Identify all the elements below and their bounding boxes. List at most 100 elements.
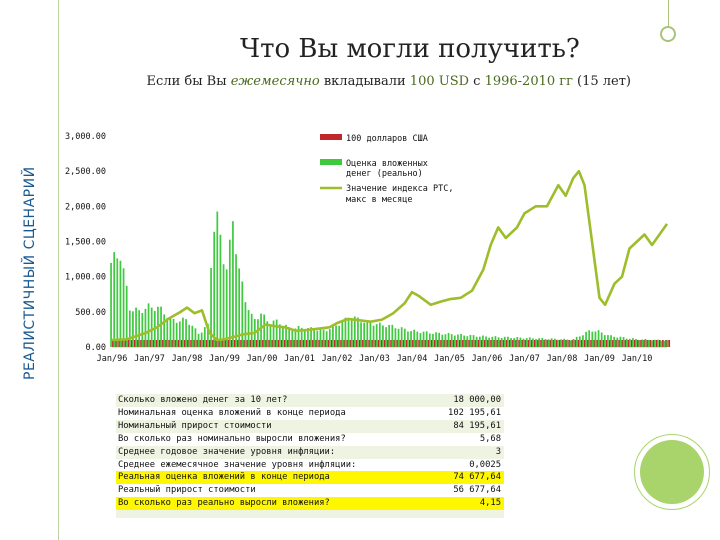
green-bar <box>260 313 262 347</box>
red-bar <box>196 339 199 347</box>
red-bar <box>183 339 186 347</box>
red-bar <box>393 339 396 347</box>
green-bar <box>607 335 609 347</box>
stats-row: Среднее годовое значение уровня инфляции… <box>116 445 504 459</box>
green-bar <box>110 262 112 347</box>
green-bar <box>163 314 166 347</box>
red-bar <box>427 339 430 347</box>
green-bar <box>388 324 391 347</box>
red-bar <box>555 339 558 347</box>
x-tick-label: Jan/99 <box>209 354 240 364</box>
x-tick-label: Jan/04 <box>397 354 428 364</box>
green-bar <box>378 322 381 347</box>
green-bar <box>210 268 212 347</box>
red-bar <box>618 339 621 347</box>
green-bar <box>235 254 237 347</box>
y-tick-label: 2,000.00 <box>65 202 106 212</box>
red-bar <box>399 339 402 347</box>
x-tick-label: Jan/05 <box>434 354 465 364</box>
red-bar <box>321 339 324 347</box>
red-bar <box>374 339 377 347</box>
green-bar <box>144 308 147 347</box>
red-bar <box>193 339 196 347</box>
red-bar <box>349 339 352 347</box>
red-bar <box>155 339 158 347</box>
stats-row: Реальный прирост стоимости 56 677,64 <box>116 484 504 498</box>
green-bar <box>503 336 506 347</box>
stats-row: Сколько вложено денег за 10 лет? 18 000,0… <box>116 394 504 407</box>
red-bar <box>655 339 658 347</box>
green-bar <box>116 258 119 347</box>
green-bar <box>463 335 466 347</box>
red-bar <box>493 339 496 347</box>
red-bar <box>624 339 627 347</box>
red-bar <box>568 339 571 347</box>
green-bar <box>438 332 441 347</box>
green-bar <box>244 302 247 347</box>
red-bar <box>665 339 667 347</box>
green-bar <box>650 340 653 347</box>
red-bar <box>121 339 124 347</box>
stats-value: 3 <box>429 445 504 459</box>
green-bar <box>422 331 425 347</box>
red-bar <box>405 339 408 347</box>
green-bar <box>475 336 478 347</box>
stats-value: 5,68 <box>429 432 504 446</box>
green-bar <box>175 322 178 347</box>
red-bar <box>580 339 583 347</box>
x-tick-label: Jan/06 <box>472 354 503 364</box>
red-bar <box>449 339 452 347</box>
red-bar <box>527 339 530 347</box>
rts-index-line <box>111 169 669 342</box>
red-bar <box>424 339 427 347</box>
green-bar <box>447 332 450 347</box>
stats-label: Сколько вложено денег за 10 лет? <box>116 394 430 407</box>
green-bar <box>572 339 575 347</box>
red-bar <box>305 339 308 347</box>
red-bar <box>593 339 596 347</box>
red-bar <box>605 339 608 347</box>
red-bar <box>521 339 524 347</box>
green-bar <box>300 327 303 347</box>
green-bar <box>357 317 359 347</box>
red-bar <box>433 339 436 347</box>
green-bar <box>125 285 128 347</box>
green-bar <box>369 322 372 347</box>
green-bar <box>478 336 481 347</box>
green-bar <box>610 335 612 347</box>
green-bar <box>544 339 547 347</box>
red-bar <box>255 339 258 347</box>
green-bar <box>500 337 503 347</box>
green-bar <box>522 338 525 347</box>
green-bar <box>172 319 175 347</box>
red-bar <box>315 339 317 347</box>
red-bar <box>237 339 239 347</box>
red-bar <box>346 339 349 347</box>
green-bar <box>519 337 522 347</box>
green-bar <box>597 330 600 347</box>
red-bar <box>365 339 367 347</box>
green-bar <box>178 321 181 347</box>
red-bar <box>458 339 461 347</box>
x-tick-label: Jan/00 <box>247 354 278 364</box>
red-bar <box>277 339 280 347</box>
red-bar <box>621 339 624 347</box>
green-bar <box>588 330 591 347</box>
green-bar <box>141 313 144 347</box>
green-bar <box>553 338 556 347</box>
green-bar <box>407 331 409 347</box>
red-bar <box>518 339 521 347</box>
red-bar <box>421 339 424 347</box>
legend-swatch-red <box>320 134 342 140</box>
red-bar <box>377 339 380 347</box>
green-bar <box>241 281 244 347</box>
green-bar <box>207 323 209 347</box>
red-bar <box>215 339 217 347</box>
red-bar <box>390 339 392 347</box>
red-bar <box>383 339 386 347</box>
green-bar <box>266 321 269 347</box>
x-tick-label: Jan/02 <box>322 354 353 364</box>
stats-table: Сколько вложено денег за 10 лет? 18 000,0… <box>116 394 504 519</box>
green-bar <box>550 338 553 347</box>
red-bar <box>227 339 230 347</box>
